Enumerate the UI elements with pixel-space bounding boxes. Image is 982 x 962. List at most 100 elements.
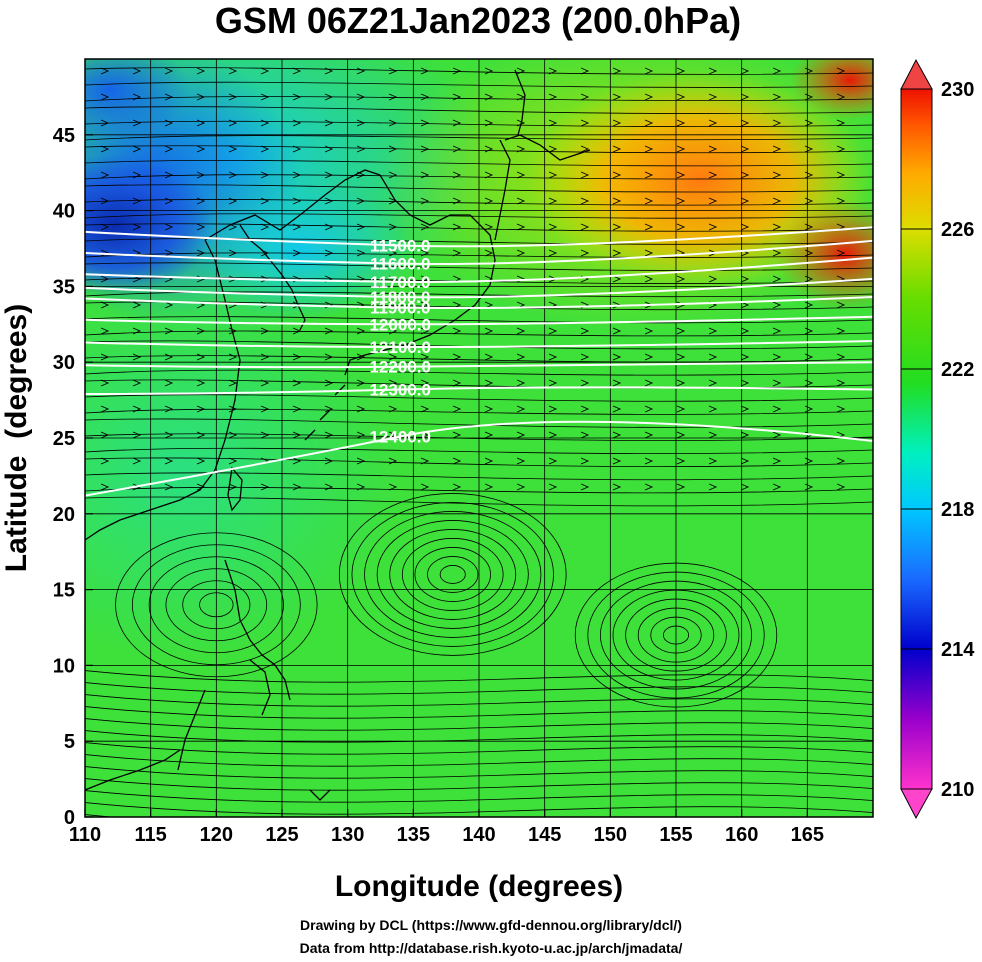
- wind-arrow: [420, 145, 430, 153]
- eddy-streamline: [376, 520, 529, 629]
- wind-arrow: [164, 223, 174, 231]
- wind-arrow: [708, 405, 718, 413]
- credit-drawing: Drawing by DCL (https://www.gfd-dennou.o…: [300, 917, 682, 933]
- colorbar-tick-label: 210: [941, 779, 974, 801]
- wind-arrow: [420, 405, 430, 413]
- wind-arrow: [324, 223, 334, 231]
- wind-arrow: [388, 353, 398, 361]
- streamline: [85, 802, 873, 815]
- wind-arrow: [708, 275, 718, 283]
- wind-arrow: [580, 223, 590, 231]
- wind-arrow: [452, 301, 462, 309]
- wind-arrow: [452, 67, 462, 75]
- wind-arrow: [100, 249, 110, 257]
- wind-arrow: [132, 119, 142, 127]
- wind-arrow: [196, 197, 206, 205]
- wind-arrow: [292, 405, 302, 413]
- colorbar-tick-label: 230: [941, 79, 974, 101]
- wind-arrow: [676, 457, 686, 465]
- wind-arrow: [612, 197, 622, 205]
- wind-arrow: [676, 275, 686, 283]
- wind-arrow: [644, 249, 654, 257]
- eddy-streamline: [401, 538, 504, 611]
- wind-arrow: [196, 379, 206, 387]
- wind-arrow: [388, 119, 398, 127]
- wind-arrow: [132, 223, 142, 231]
- wind-arrow: [164, 405, 174, 413]
- wind-arrow: [260, 145, 270, 153]
- wind-arrow: [388, 145, 398, 153]
- wind-arrow: [836, 145, 846, 153]
- eddy-streamline: [389, 529, 517, 620]
- wind-arrow: [708, 431, 718, 439]
- wind-arrow: [452, 223, 462, 231]
- x-tick-label: 165: [791, 824, 824, 846]
- wind-arrow: [836, 67, 846, 75]
- wind-arrow: [324, 197, 334, 205]
- wind-arrow: [356, 379, 366, 387]
- wind-arrow: [260, 431, 270, 439]
- wind-arrow: [740, 171, 750, 179]
- wind-arrow: [516, 119, 526, 127]
- wind-arrow: [772, 457, 782, 465]
- wind-arrow: [548, 405, 558, 413]
- wind-arrow: [804, 483, 814, 491]
- wind-arrow: [452, 431, 462, 439]
- wind-arrow: [612, 249, 622, 257]
- wind-arrow: [228, 67, 238, 75]
- wind-arrow: [580, 327, 590, 335]
- wind-arrow: [324, 353, 334, 361]
- wind-arrow: [612, 327, 622, 335]
- wind-arrow: [100, 483, 110, 491]
- wind-arrow: [516, 457, 526, 465]
- y-tick-label: 40: [53, 201, 75, 223]
- wind-arrow: [740, 457, 750, 465]
- wind-arrow: [132, 379, 142, 387]
- wind-arrow: [132, 483, 142, 491]
- wind-arrow: [516, 353, 526, 361]
- wind-arrow: [836, 405, 846, 413]
- x-axis-title: Longitude (degrees): [335, 870, 623, 903]
- wind-arrow: [164, 197, 174, 205]
- wind-arrow: [804, 249, 814, 257]
- contour-label: 12100.0: [369, 338, 430, 357]
- wind-arrow: [804, 275, 814, 283]
- wind-arrow: [292, 145, 302, 153]
- wind-arrow: [132, 171, 142, 179]
- wind-arrow: [644, 93, 654, 101]
- wind-arrow: [804, 223, 814, 231]
- wind-arrow: [100, 67, 110, 75]
- wind-arrow: [132, 197, 142, 205]
- wind-arrow: [164, 379, 174, 387]
- wind-arrow: [548, 327, 558, 335]
- wind-arrow: [420, 171, 430, 179]
- wind-arrow: [612, 379, 622, 387]
- wind-arrow: [804, 197, 814, 205]
- streamline: [85, 291, 873, 298]
- wind-arrow: [548, 379, 558, 387]
- wind-arrow: [772, 67, 782, 75]
- wind-arrow: [100, 405, 110, 413]
- wind-arrow: [324, 119, 334, 127]
- x-tick-label: 140: [462, 824, 495, 846]
- wind-arrow: [740, 483, 750, 491]
- wind-arrow: [676, 483, 686, 491]
- wind-arrow: [388, 379, 398, 387]
- wind-arrow: [260, 119, 270, 127]
- wind-arrow: [836, 301, 846, 309]
- wind-arrow: [228, 93, 238, 101]
- wind-arrow: [452, 93, 462, 101]
- wind-arrow: [804, 171, 814, 179]
- y-tick-label: 35: [53, 276, 75, 298]
- wind-arrow: [484, 249, 494, 257]
- streamline: [85, 754, 873, 767]
- wind-arrow: [516, 249, 526, 257]
- colorbar-tick-label: 214: [941, 639, 975, 661]
- wind-arrow: [420, 379, 430, 387]
- contour-label: 11900.0: [370, 299, 431, 318]
- wind-arrow: [196, 353, 206, 361]
- wind-arrow: [388, 249, 398, 257]
- wind-arrow: [164, 119, 174, 127]
- wind-arrow: [612, 119, 622, 127]
- y-tick-label: 25: [53, 428, 75, 450]
